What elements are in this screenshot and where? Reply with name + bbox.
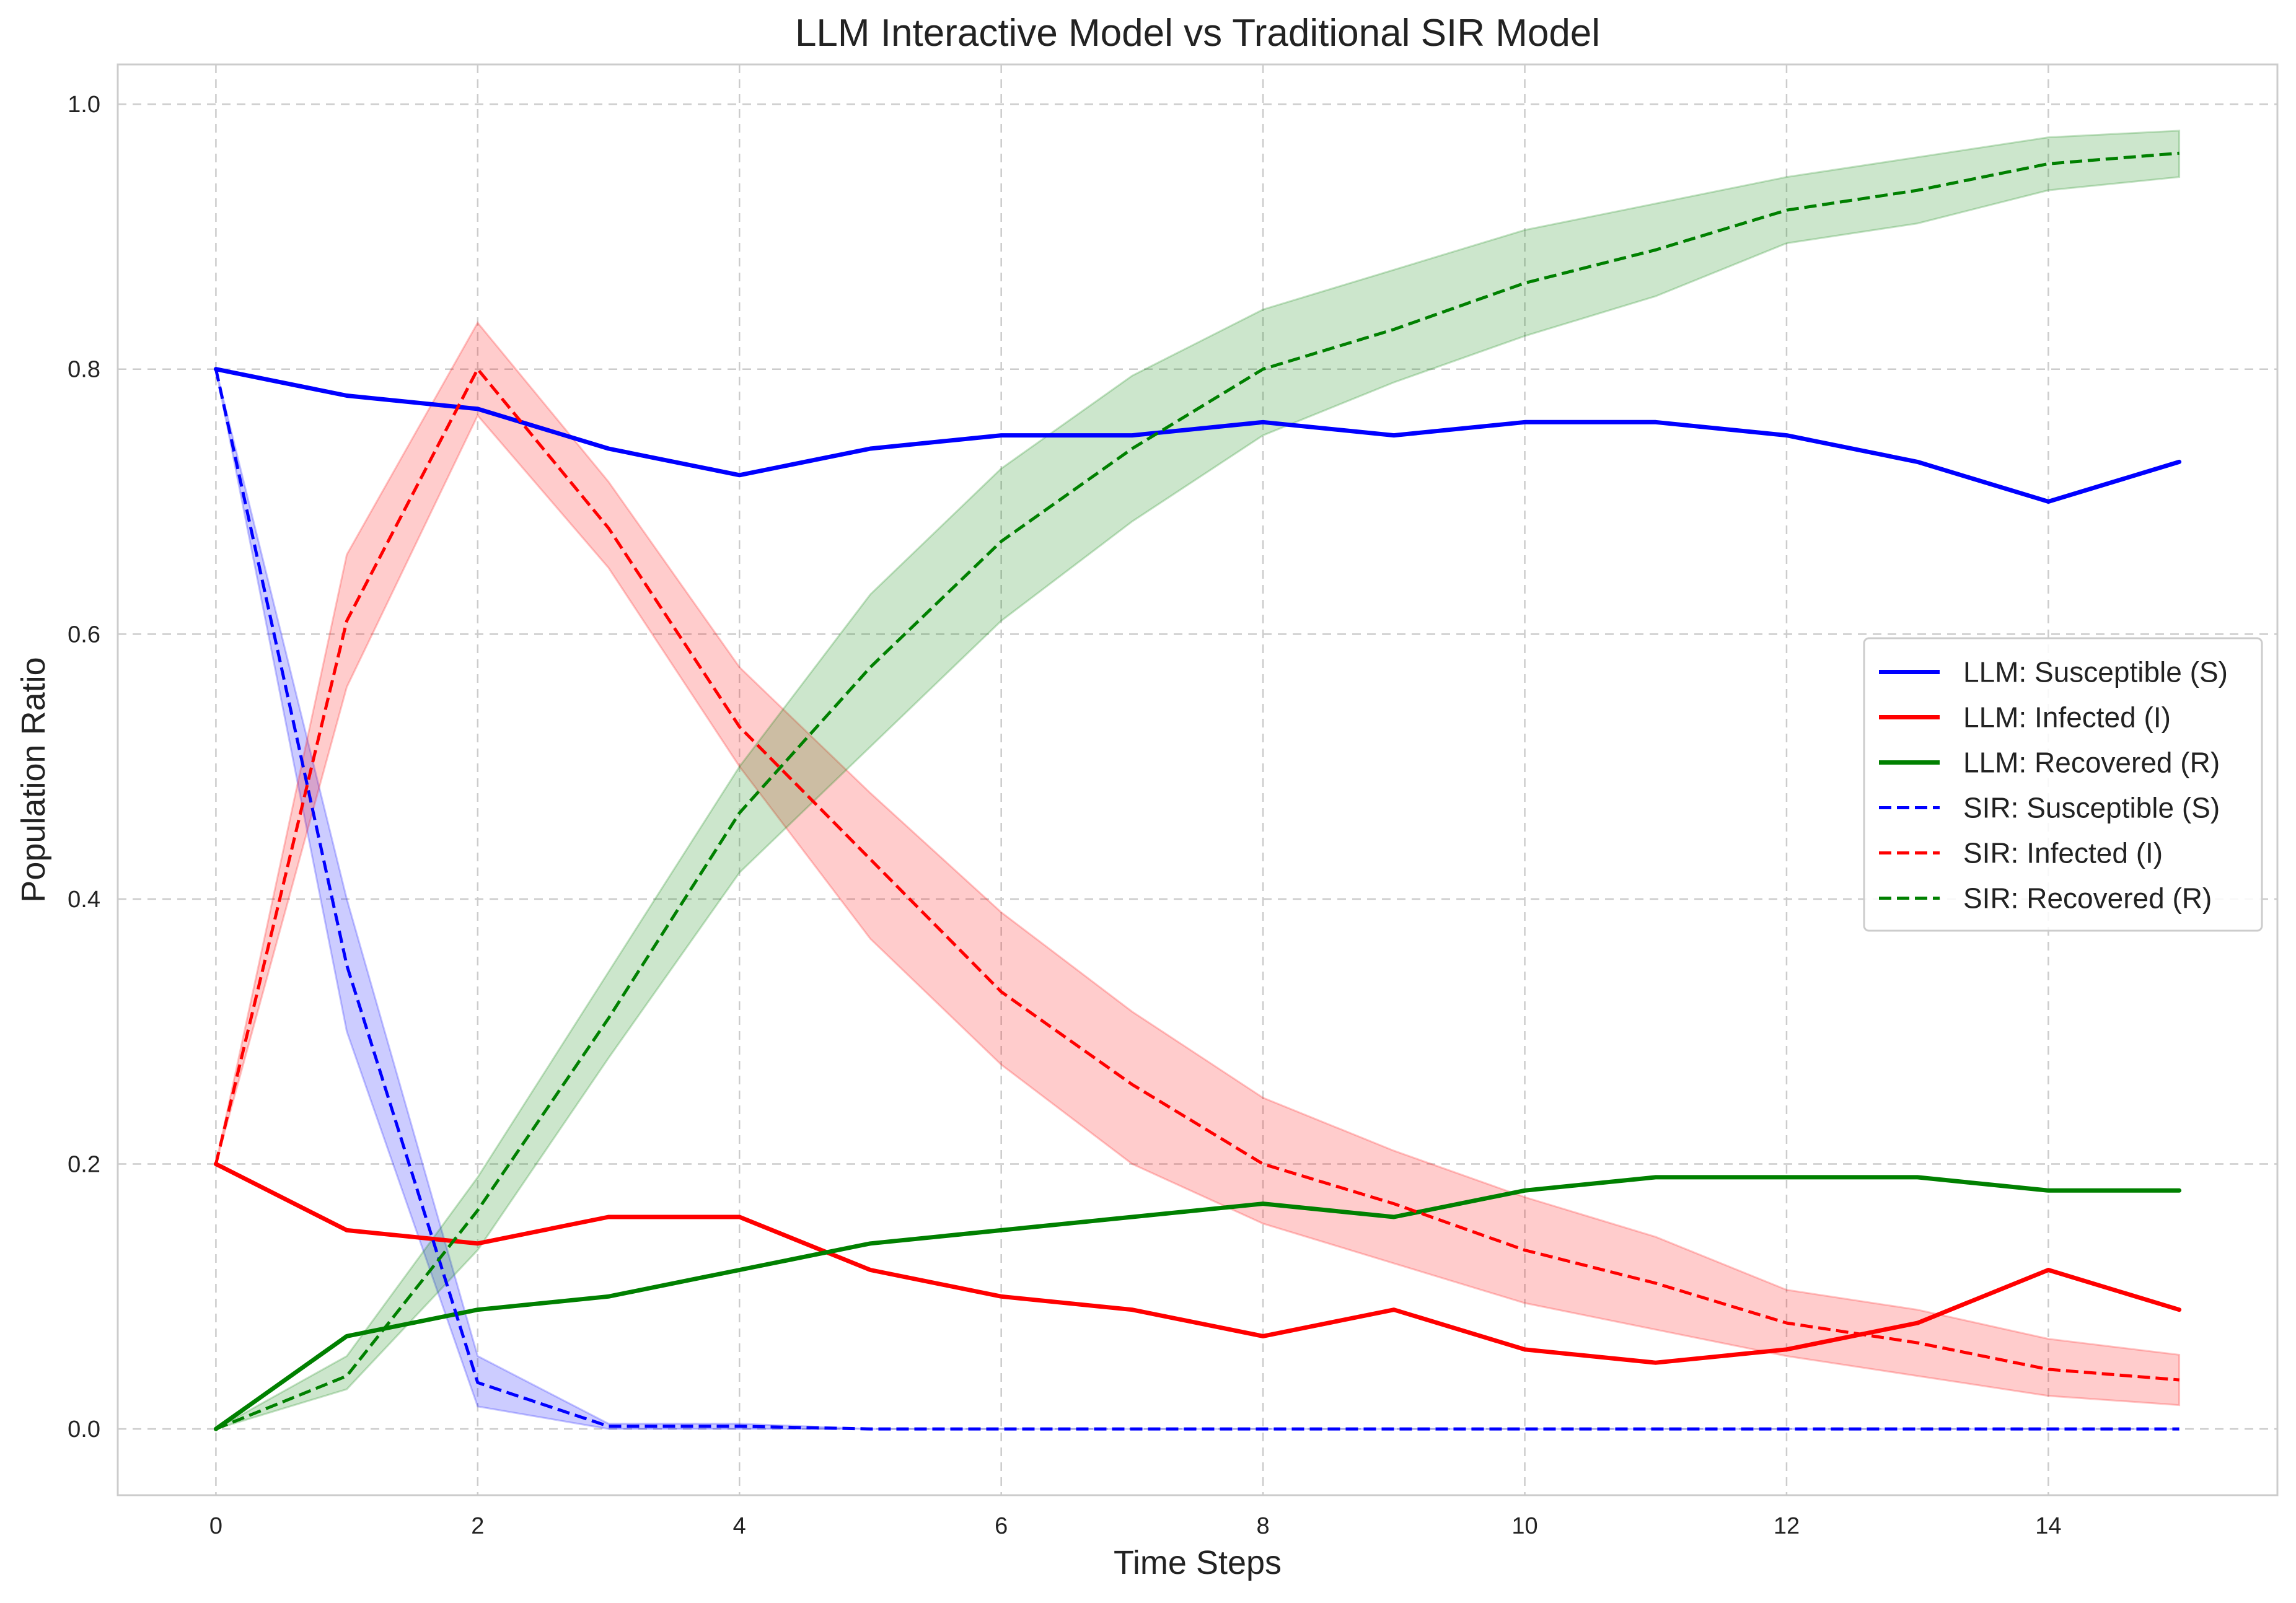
series-line-5	[215, 151, 2179, 1431]
y-tick-label: 0.0	[68, 1416, 100, 1443]
legend-label: LLM: Recovered (R)	[1963, 747, 2220, 779]
legend-label: SIR: Recovered (R)	[1963, 882, 2212, 915]
x-tick-label: 2	[471, 1513, 484, 1539]
y-tick-label: 0.2	[68, 1152, 100, 1178]
x-tick-label: 0	[209, 1513, 222, 1539]
y-tick-label: 0.8	[68, 357, 100, 383]
x-tick-label: 12	[1774, 1513, 1800, 1539]
y-tick-label: 1.0	[68, 92, 100, 118]
series-line-4	[214, 367, 2179, 1382]
x-tick-label: 8	[1257, 1513, 1270, 1539]
x-tick-label: 14	[2035, 1513, 2061, 1539]
series-line-3	[214, 369, 2179, 1431]
series-line-1	[213, 1162, 2182, 1365]
series-line-0	[213, 367, 2182, 504]
chart-title: LLM Interactive Model vs Traditional SIR…	[795, 12, 1600, 55]
legend-label: LLM: Susceptible (S)	[1963, 656, 2228, 688]
y-tick-label: 0.4	[68, 887, 100, 913]
legend: LLM: Susceptible (S) LLM: Infected (I) LLM…	[1863, 637, 2263, 932]
legend-box	[1863, 637, 2263, 932]
legend-label: LLM: Infected (I)	[1963, 701, 2171, 734]
legend-label: SIR: Infected (I)	[1963, 837, 2163, 869]
series-line-2	[213, 1175, 2182, 1431]
x-tick-label: 6	[995, 1513, 1008, 1539]
legend-label: SIR: Susceptible (S)	[1963, 792, 2220, 824]
y-axis-label: Population Ratio	[15, 657, 52, 902]
x-tick-label: 4	[733, 1513, 746, 1539]
y-tick-label: 0.6	[68, 621, 100, 648]
x-axis-label: Time Steps	[1114, 1544, 1282, 1581]
x-tick-label: 10	[1511, 1513, 1537, 1539]
plot-frame	[117, 63, 2279, 1496]
